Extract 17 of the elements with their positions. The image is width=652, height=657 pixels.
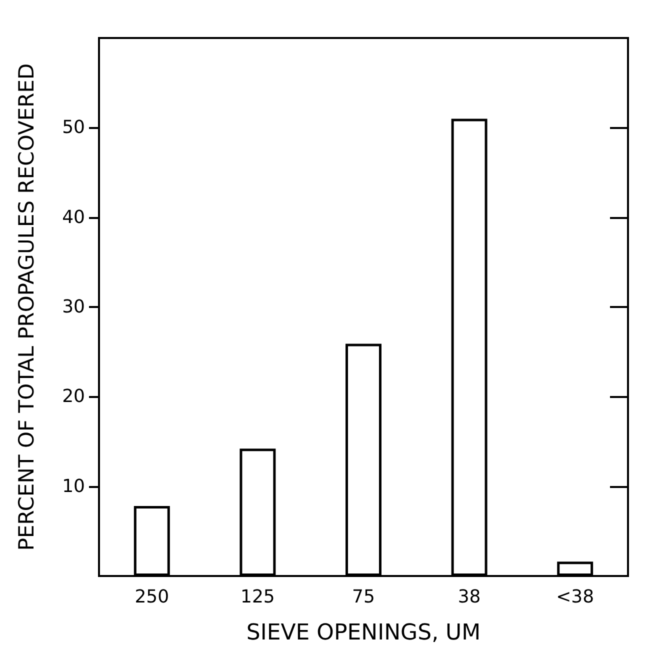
y-axis-title: PERCENT OF TOTAL PROPAGULES RECOVERED: [14, 63, 38, 551]
bar: [346, 344, 382, 576]
bar: [134, 506, 170, 576]
x-tick-label: 38: [458, 586, 481, 608]
x-tick-label: <38: [556, 586, 594, 608]
y-tick-label: 40: [62, 206, 85, 228]
y-tick-label: 10: [62, 476, 85, 497]
bar: [451, 118, 488, 576]
x-tick-label: 125: [240, 586, 275, 608]
y-tick-label: 50: [62, 117, 85, 138]
y-tick-label: 30: [62, 296, 85, 318]
y-tick-label: 20: [62, 386, 85, 408]
bar: [240, 448, 276, 576]
x-axis-title: SIEVE OPENINGS, UM: [246, 620, 481, 646]
x-tick-label: 75: [352, 586, 375, 608]
bar: [557, 562, 594, 576]
x-tick-label: 250: [134, 586, 170, 608]
